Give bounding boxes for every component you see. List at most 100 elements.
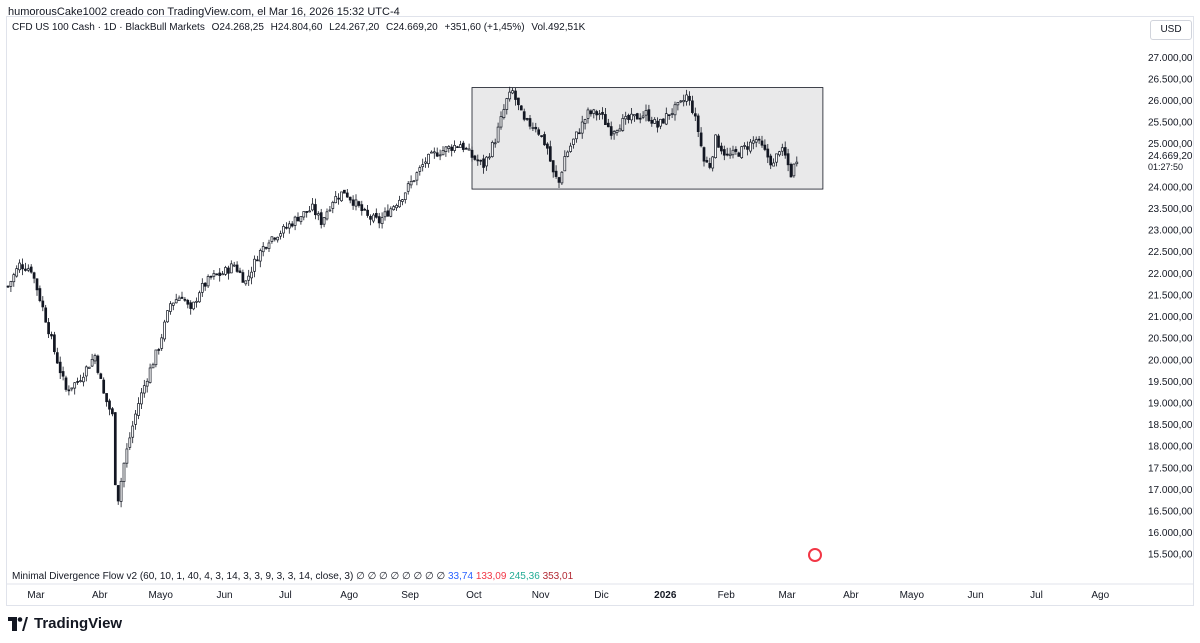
ohlc-close: C24.669,20 <box>386 22 438 33</box>
candle-body <box>299 216 303 223</box>
candle-body <box>789 163 793 178</box>
x-tick-label: Mayo <box>148 590 173 601</box>
y-tick-label: 23.500,00 <box>1148 204 1193 215</box>
x-tick-label: Abr <box>843 590 859 601</box>
candle-body <box>604 114 607 126</box>
candle-body <box>227 267 230 274</box>
candle-body <box>467 148 471 151</box>
indicator-legend[interactable]: Minimal Divergence Flow v2 (60, 10, 1, 4… <box>12 571 573 582</box>
candle-body <box>276 236 280 241</box>
candle-body <box>93 355 97 362</box>
candle-body <box>287 223 291 229</box>
candle-body <box>548 146 552 162</box>
candle-body <box>775 153 778 163</box>
candle-body <box>221 273 224 276</box>
indicator-value-2: 133,09 <box>475 571 507 582</box>
indicator-placeholders: ∅ ∅ ∅ ∅ ∅ ∅ ∅ ∅ <box>356 571 446 582</box>
ohlc-open: O24.268,25 <box>211 22 264 33</box>
x-tick-label: Nov <box>532 590 550 601</box>
candle-body <box>87 366 91 369</box>
candle-body <box>586 109 590 119</box>
y-tick-label: 18.500,00 <box>1148 420 1193 431</box>
candle-body <box>311 203 314 211</box>
indicator-name: Minimal Divergence Flow v2 (60, 10, 1, 4… <box>12 571 354 582</box>
candle-body <box>322 217 326 225</box>
candle-body <box>302 211 306 218</box>
candle-body <box>554 170 558 177</box>
candle-body <box>583 119 587 124</box>
candle-body <box>250 271 253 279</box>
candle-body <box>514 90 517 100</box>
candle-body <box>557 177 561 183</box>
candle-body <box>615 130 619 133</box>
candle-body <box>435 152 439 157</box>
x-tick-label: Dic <box>594 590 608 601</box>
candle-body <box>296 216 300 222</box>
candle-body <box>212 273 216 277</box>
candle-body <box>253 258 256 272</box>
candle-body <box>119 480 123 502</box>
candle-body <box>479 159 483 162</box>
tradingview-logo-icon <box>8 616 28 631</box>
candle-body <box>441 150 445 156</box>
symbol-title: CFD US 100 Cash · 1D · BlackBull Markets <box>12 22 205 33</box>
candle-body <box>151 364 155 369</box>
candle-body <box>343 189 346 194</box>
candle-body <box>754 139 758 143</box>
candle-body <box>186 300 190 305</box>
candle-body <box>749 141 752 152</box>
candle-body <box>595 111 599 116</box>
y-tick-label: 20.500,00 <box>1148 334 1193 345</box>
candle-body <box>427 153 430 165</box>
candle-body <box>258 250 262 262</box>
candle-body <box>229 263 233 274</box>
candle-body <box>279 233 282 237</box>
candle-body <box>99 373 103 379</box>
candle-body <box>450 146 454 151</box>
currency-button[interactable]: USD <box>1150 20 1192 40</box>
candle-body <box>285 226 288 229</box>
candle-body <box>685 94 688 102</box>
candle-body <box>673 104 677 116</box>
candle-body <box>171 302 175 306</box>
candle-body <box>122 462 126 482</box>
candle-body <box>488 156 491 159</box>
candle-body <box>282 226 285 234</box>
candle-body <box>412 180 416 183</box>
candle-body <box>705 160 709 163</box>
candle-body <box>638 117 642 120</box>
candle-body <box>760 140 764 146</box>
y-tick-label: 21.000,00 <box>1148 312 1193 323</box>
symbol-legend[interactable]: CFD US 100 Cash · 1D · BlackBull Markets… <box>12 22 589 33</box>
candle-body <box>644 110 648 116</box>
candle-body <box>580 121 584 134</box>
candle-body <box>650 119 654 124</box>
candle-body <box>508 91 512 100</box>
brand-logo[interactable]: TradingView <box>8 615 122 632</box>
candle-body <box>577 132 581 135</box>
candle-body <box>606 122 610 128</box>
y-tick-label: 24.000,00 <box>1148 182 1193 193</box>
candle-body <box>499 116 503 128</box>
candle-body <box>621 118 625 131</box>
candle-body <box>537 129 541 135</box>
range-box[interactable] <box>471 87 824 190</box>
candle-body <box>53 334 56 353</box>
candle-body <box>517 97 520 106</box>
candle-body <box>105 393 108 403</box>
us-flag-event-icon[interactable] <box>808 548 822 562</box>
candle-body <box>183 298 187 301</box>
y-tick-label: 20.000,00 <box>1148 355 1193 366</box>
candle-body <box>131 425 135 438</box>
x-tick-label: 2026 <box>654 590 677 601</box>
candle-body <box>125 448 129 464</box>
candle-body <box>15 268 19 277</box>
candle-body <box>360 204 364 211</box>
y-tick-label: 22.500,00 <box>1148 247 1193 258</box>
x-tick-label: Jun <box>968 590 984 601</box>
candle-body <box>35 278 39 291</box>
x-tick-label: Sep <box>401 590 419 601</box>
candle-body <box>148 367 152 383</box>
candle-body <box>261 246 265 253</box>
